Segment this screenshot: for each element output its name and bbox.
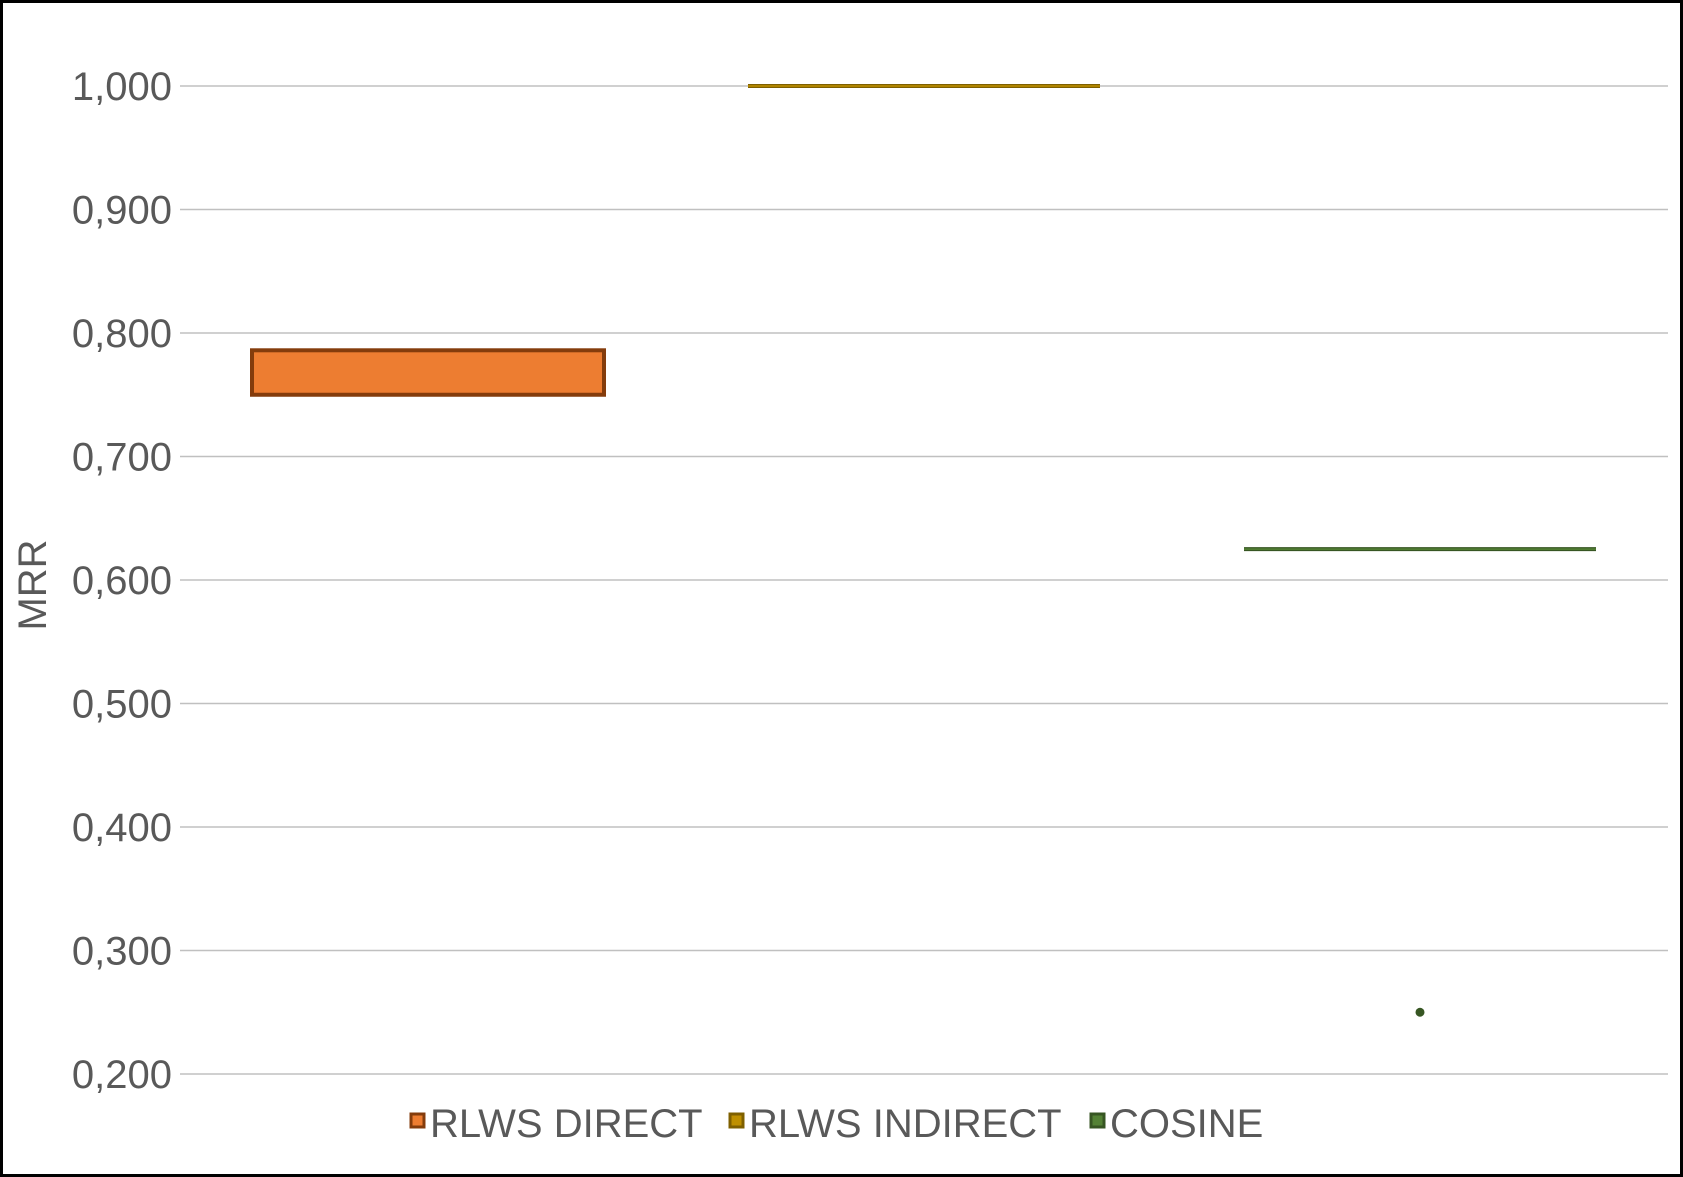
y-axis-ticks: 1,000 0,900 0,800 0,700 0,600 0,500 0,400 0,300…	[72, 65, 172, 1097]
gridlines	[180, 85, 1668, 1075]
box-cosine	[1244, 547, 1596, 1017]
y-tick-label: 0,700	[72, 436, 172, 480]
y-tick-label: 0,300	[72, 930, 172, 974]
legend-swatch	[728, 1112, 745, 1129]
legend: RLWS DIRECT RLWS INDIRECT COSINE	[409, 1102, 1263, 1146]
legend-item: RLWS DIRECT	[409, 1102, 703, 1146]
y-tick-label: 0,900	[72, 189, 172, 233]
legend-label: COSINE	[1110, 1102, 1263, 1146]
outlier-point	[1415, 1007, 1425, 1017]
y-tick-label: 1,000	[72, 65, 172, 109]
y-tick-label: 0,200	[72, 1053, 172, 1097]
legend-swatch	[1089, 1112, 1106, 1129]
box-rlws-direct	[250, 348, 606, 397]
legend-item: COSINE	[1089, 1102, 1263, 1146]
y-tick-label: 0,500	[72, 683, 172, 727]
legend-swatch	[409, 1112, 426, 1129]
box-body	[250, 348, 606, 397]
legend-label: RLWS INDIRECT	[749, 1102, 1062, 1146]
legend-label: RLWS DIRECT	[430, 1102, 703, 1146]
y-tick-label: 0,800	[72, 312, 172, 356]
box-plots	[250, 84, 1596, 1017]
y-axis-title: MRR	[11, 539, 55, 630]
y-tick-label: 0,600	[72, 559, 172, 603]
y-tick-label: 0,400	[72, 806, 172, 850]
legend-item: RLWS INDIRECT	[728, 1102, 1062, 1146]
